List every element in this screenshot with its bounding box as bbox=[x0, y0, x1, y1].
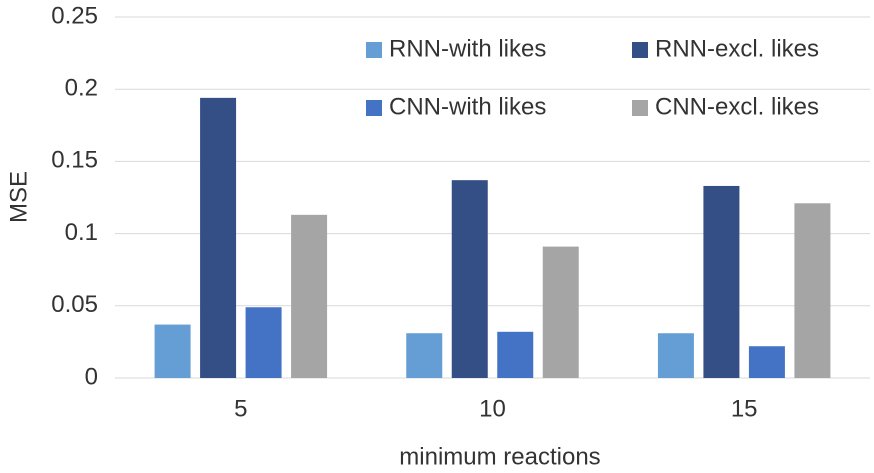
legend-swatch bbox=[366, 42, 382, 58]
bar bbox=[245, 307, 282, 378]
bar bbox=[154, 324, 191, 378]
y-tick-label: 0.15 bbox=[51, 147, 98, 174]
legend-swatch bbox=[632, 100, 648, 116]
y-tick-label: 0.25 bbox=[51, 2, 98, 29]
x-tick-label: 10 bbox=[479, 395, 506, 422]
bar bbox=[451, 180, 488, 378]
bar bbox=[406, 333, 443, 378]
legend-label: RNN-with likes bbox=[389, 35, 546, 62]
y-axis-label: MSE bbox=[5, 171, 32, 223]
y-tick-label: 0.1 bbox=[65, 219, 98, 246]
bar bbox=[291, 214, 328, 378]
x-tick-label: 15 bbox=[731, 395, 758, 422]
bar bbox=[657, 333, 694, 378]
x-tick-label: 5 bbox=[234, 395, 247, 422]
bar bbox=[748, 346, 785, 378]
bar bbox=[542, 246, 579, 378]
legend-label: RNN-excl. likes bbox=[655, 35, 819, 62]
x-axis-label: minimum reactions bbox=[399, 443, 600, 470]
y-tick-label: 0 bbox=[85, 363, 98, 390]
bar bbox=[703, 185, 740, 378]
bar bbox=[200, 97, 237, 378]
legend-swatch bbox=[632, 42, 648, 58]
legend-label: CNN-with likes bbox=[389, 93, 546, 120]
bar bbox=[794, 203, 831, 378]
legend-swatch bbox=[366, 100, 382, 116]
y-tick-label: 0.2 bbox=[65, 75, 98, 102]
bar bbox=[497, 331, 534, 378]
y-tick-label: 0.05 bbox=[51, 291, 98, 318]
legend-label: CNN-excl. likes bbox=[655, 93, 819, 120]
